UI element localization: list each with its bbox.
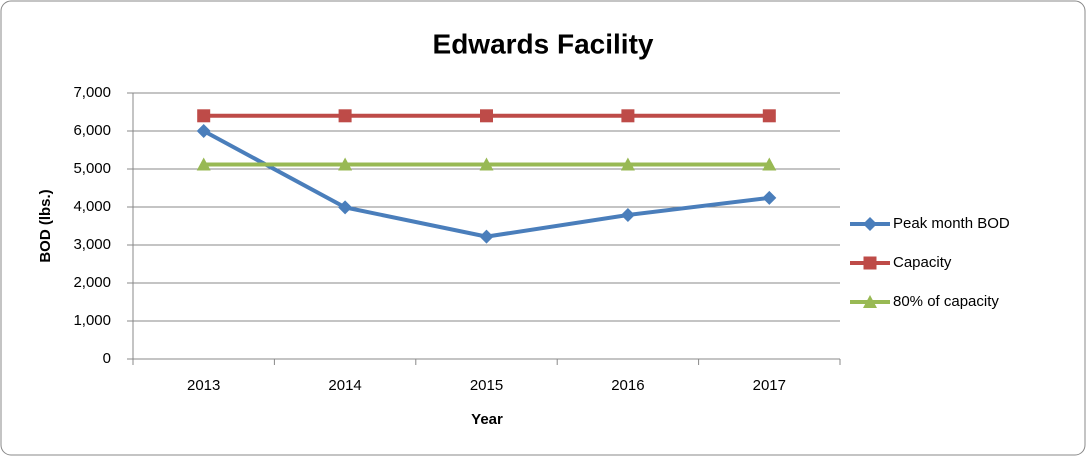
y-tick-label: 5,000 <box>73 160 111 177</box>
legend-marker <box>863 256 877 270</box>
x-axis-label: Year <box>471 411 503 428</box>
marker <box>762 157 777 171</box>
legend-marker <box>863 217 877 231</box>
y-tick-label: 4,000 <box>73 198 111 215</box>
legend-label: 80% of capacity <box>893 293 999 310</box>
legend-label: Peak month BOD <box>893 215 1010 232</box>
y-tick-label: 0 <box>103 350 111 367</box>
marker <box>197 109 211 123</box>
x-tick-label: 2013 <box>187 377 220 394</box>
legend-marker <box>863 295 877 308</box>
marker <box>479 157 494 171</box>
y-tick-label: 7,000 <box>73 84 111 101</box>
x-tick-label: 2016 <box>611 377 644 394</box>
x-tick-label: 2014 <box>328 377 361 394</box>
y-tick-label: 2,000 <box>73 274 111 291</box>
x-tick-label: 2017 <box>753 377 786 394</box>
x-tick-label: 2015 <box>470 377 503 394</box>
marker <box>620 157 635 171</box>
marker <box>479 229 494 244</box>
marker <box>196 124 211 138</box>
marker <box>196 157 211 171</box>
marker <box>338 200 353 215</box>
y-tick-label: 6,000 <box>73 122 111 139</box>
marker <box>621 109 635 123</box>
marker <box>762 109 776 123</box>
y-tick-label: 3,000 <box>73 236 111 253</box>
legend-label: Capacity <box>893 254 952 271</box>
y-axis-label: BOD (lbs.) <box>37 189 54 262</box>
marker <box>762 190 777 205</box>
y-tick-label: 1,000 <box>73 312 111 329</box>
marker <box>620 207 635 222</box>
marker <box>480 109 493 123</box>
marker <box>338 157 353 171</box>
marker <box>338 109 352 123</box>
chart-title: Edwards Facility <box>433 28 654 59</box>
